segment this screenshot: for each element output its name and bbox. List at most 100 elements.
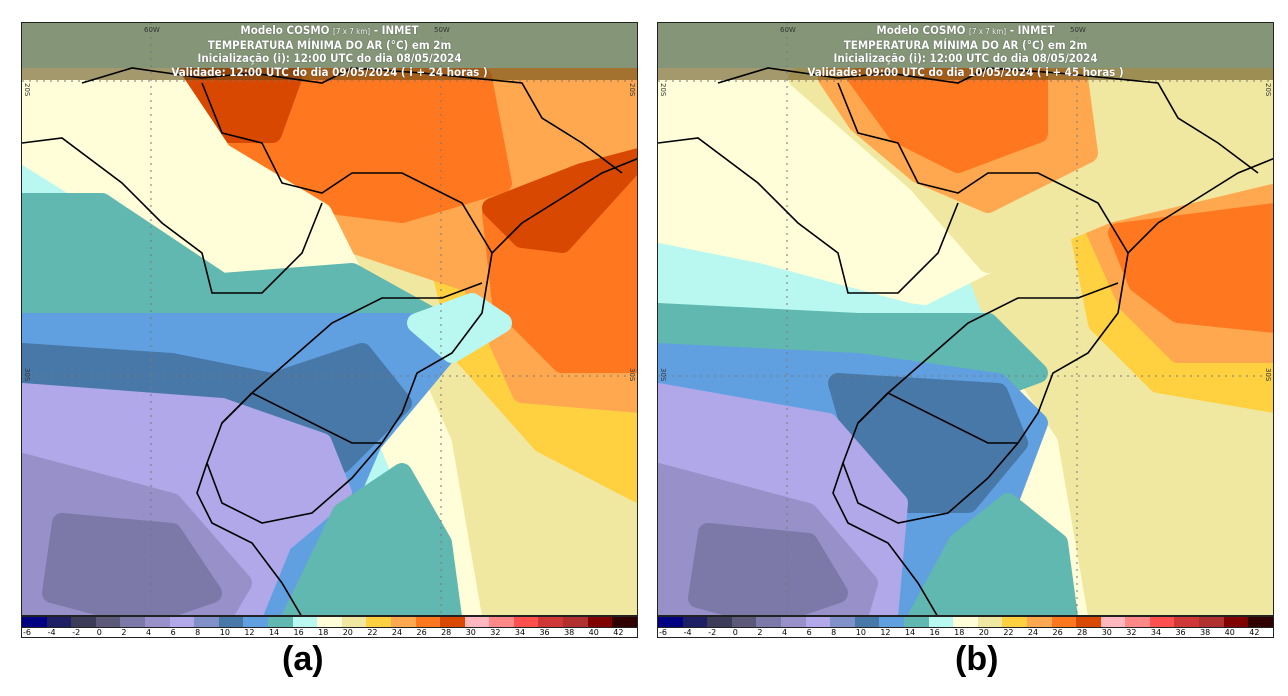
colorbar-swatch	[780, 617, 806, 627]
colorbar-swatch	[1223, 617, 1249, 627]
lat-label: 20S	[1264, 83, 1272, 97]
init-time: Inicialização (i): 12:00 UTC do dia 08/0…	[833, 51, 1098, 65]
lat-label: 30S	[628, 368, 636, 382]
colorbar-swatch	[144, 617, 170, 627]
colorbar-swatch	[440, 617, 465, 627]
colorbar-label: 14	[904, 628, 916, 637]
colorbar-label: 40	[1224, 628, 1235, 637]
colorbar-labels: -6 -4 -2 0 2 4 6 8 10 12 14 16 18 20 22 24 26 28 30 32 34 36 3…	[657, 628, 1274, 638]
temperature-contour	[282, 463, 462, 615]
colorbar-swatch	[169, 617, 195, 627]
colorbar-label: 24	[1027, 628, 1039, 637]
colorbar-label: 22	[1003, 628, 1014, 637]
resolution: [7 x 7 km]	[333, 27, 371, 36]
colorbar-swatch	[587, 617, 613, 627]
country-border	[81, 67, 623, 174]
temperature-contour	[482, 148, 637, 253]
colorbar-label: 28	[441, 628, 452, 637]
colorbar-swatch	[1100, 617, 1126, 627]
colorbar-swatch	[830, 617, 855, 627]
colorbar-label: 40	[588, 628, 599, 637]
colorbar-swatch	[1076, 617, 1101, 627]
colorbar-swatch	[879, 617, 904, 627]
country-border	[221, 392, 382, 444]
colorbar-label: 34	[514, 628, 526, 637]
colorbar-label: 2	[757, 628, 763, 637]
colorbar-swatch	[928, 617, 954, 627]
country-border	[206, 157, 637, 524]
colorbar-label: 10	[219, 628, 230, 637]
colorbar-label: -2	[72, 628, 81, 637]
colorbar-label: 14	[268, 628, 280, 637]
lat-label: 30S	[1264, 368, 1272, 382]
colorbar-swatch	[707, 617, 732, 627]
colorbar-label: 36	[539, 628, 550, 637]
lat-label: 30S	[659, 368, 667, 382]
colorbar-swatch	[218, 617, 244, 627]
colorbar-swatch	[1125, 617, 1150, 627]
agency: - INMET	[1009, 23, 1055, 37]
colorbar-label: 12	[880, 628, 891, 637]
valid-time: Validade: 09:00 UTC do dia 10/05/2024 ( …	[807, 64, 1124, 79]
colorbar-label: 0	[732, 628, 738, 637]
colorbar-label: 42	[613, 628, 624, 637]
panel-label-a: (a)	[282, 640, 324, 678]
country-border	[201, 82, 493, 254]
temperature-contour	[42, 513, 222, 615]
colorbar-swatch	[292, 617, 318, 627]
temperature-field	[22, 23, 637, 615]
colorbar-label: 12	[244, 628, 255, 637]
colorbar-swatch	[415, 617, 441, 627]
colorbar-label: 22	[367, 628, 378, 637]
map-header: Modelo COSMO [7 x 7 km] - INMET TEMPERAT…	[658, 23, 1273, 81]
colorbar-label: 34	[1150, 628, 1162, 637]
country-border	[832, 462, 938, 615]
colorbar-swatch	[612, 617, 637, 627]
resolution: [7 x 7 km]	[969, 27, 1007, 36]
colorbar-label: 26	[416, 628, 427, 637]
colorbar-swatch	[682, 617, 708, 627]
country-border	[857, 392, 1018, 444]
temperature-contour	[908, 493, 1078, 615]
model-name: Modelo COSMO	[876, 23, 966, 37]
colorbar-swatch	[1026, 617, 1052, 627]
colorbar-swatch	[464, 617, 490, 627]
colorbar-label: 6	[806, 628, 812, 637]
colorbar-swatch	[1199, 617, 1224, 627]
colorbar-label: 28	[1077, 628, 1088, 637]
variable-title: TEMPERATURA MÍNIMA DO AR (°C) em 2m	[843, 37, 1088, 52]
map-header: Modelo COSMO [7 x 7 km] - INMET TEMPERAT…	[22, 23, 637, 81]
colorbar-labels: -6 -4 -2 0 2 4 6 8 10 12 14 16 18 20 22 24 26 28 30 32 34 36 3…	[21, 628, 638, 638]
colorbar-swatch	[390, 617, 416, 627]
lat-label: 20S	[659, 83, 667, 97]
colorbar-swatch	[658, 617, 683, 627]
colorbar-label: 8	[831, 628, 837, 637]
colorbar-swatch	[805, 617, 831, 627]
colorbar-swatch	[903, 617, 929, 627]
colorbar-label: 18	[954, 628, 965, 637]
colorbar-label: 26	[1052, 628, 1063, 637]
colorbar-swatch	[243, 617, 268, 627]
colorbar-swatch	[1174, 617, 1200, 627]
colorbar-label: 30	[1101, 628, 1112, 637]
colorbar-label: 4	[781, 628, 788, 637]
variable-title: TEMPERATURA MÍNIMA DO AR (°C) em 2m	[207, 37, 452, 52]
country-border	[196, 462, 302, 615]
colorbar-swatch	[977, 617, 1003, 627]
lon-label: 60W	[780, 26, 796, 34]
temperature-map: Modelo COSMO [7 x 7 km] - INMET TEMPERAT…	[657, 22, 1274, 616]
colorbar-swatch	[22, 617, 47, 627]
lon-label: 50W	[434, 26, 450, 34]
colorbar-label: 6	[170, 628, 176, 637]
colorbar-swatch	[194, 617, 219, 627]
colorbar-label: -4	[683, 628, 692, 637]
colorbar-swatch	[854, 617, 880, 627]
colorbar-swatch	[341, 617, 367, 627]
colorbar-swatch	[731, 617, 757, 627]
lat-label: 20S	[628, 83, 636, 97]
colorbar-swatch	[1149, 617, 1175, 627]
lat-label: 30S	[23, 368, 31, 382]
valid-time: Validade: 12:00 UTC do dia 09/05/2024 ( …	[171, 64, 488, 79]
temperature-contour	[1108, 203, 1273, 333]
colorbar-label: 18	[318, 628, 329, 637]
